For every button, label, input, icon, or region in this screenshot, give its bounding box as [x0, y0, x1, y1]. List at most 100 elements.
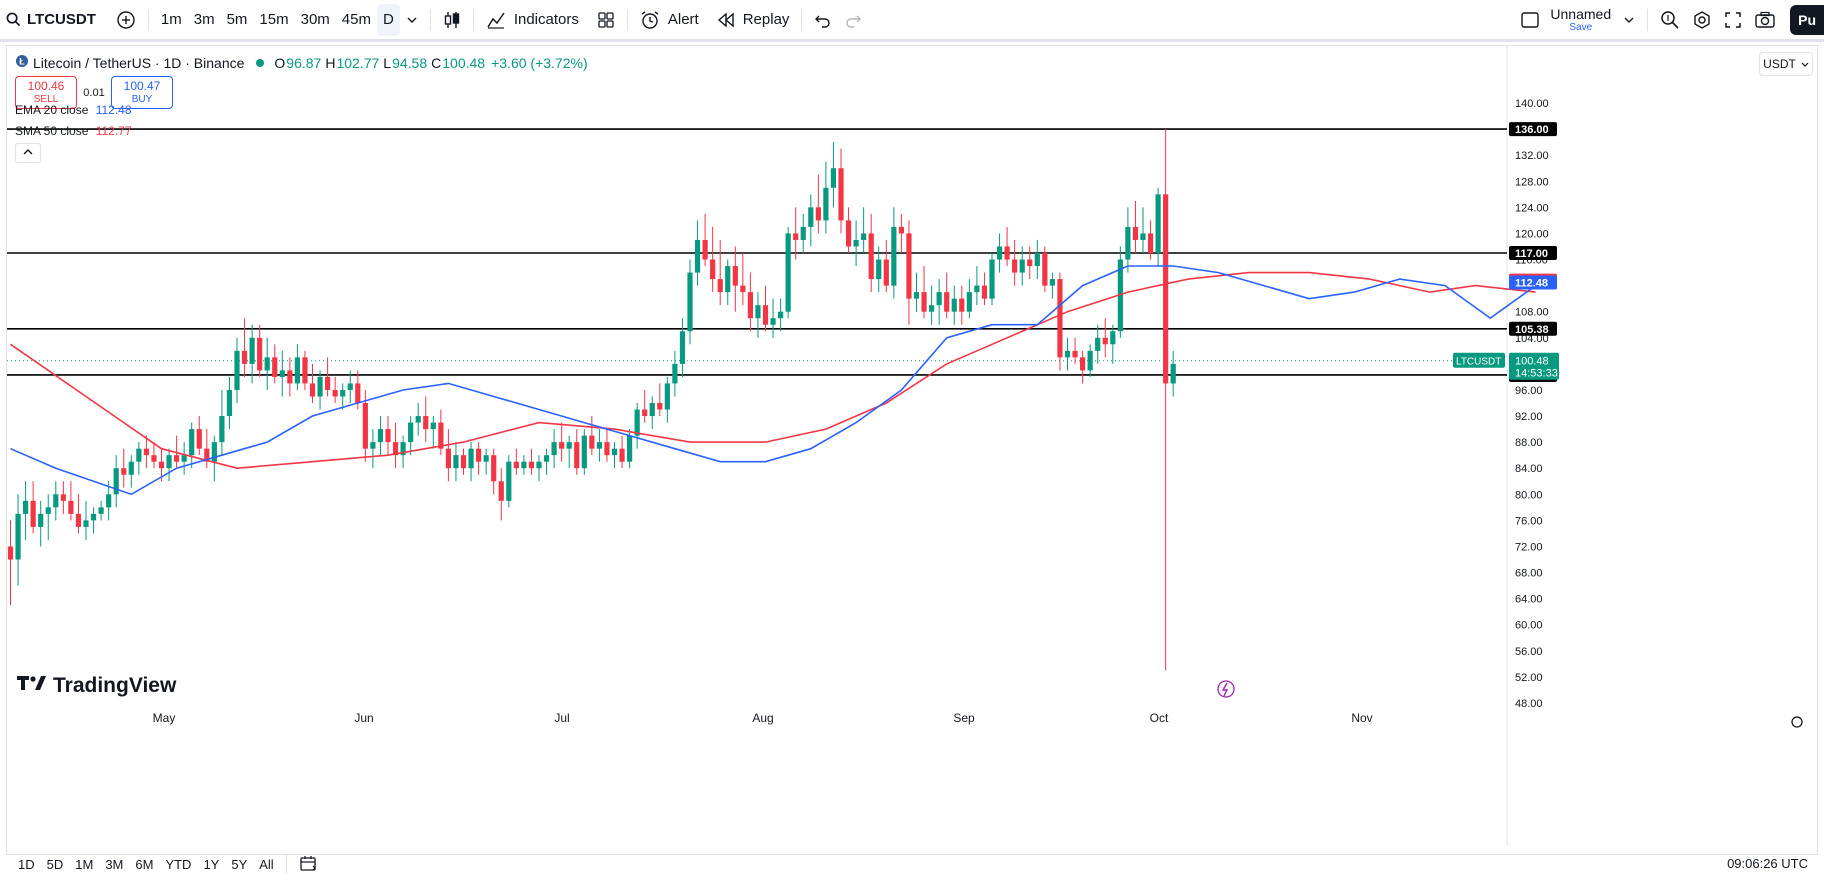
bottom-toolbar: 1D 5D 1M 3M 6M YTD 1Y 5Y All 09:06:26 UT…: [6, 848, 1818, 880]
publish-button[interactable]: Pu: [1790, 4, 1824, 35]
timeframe-d[interactable]: D: [376, 3, 400, 36]
timeframe-45m[interactable]: 45m: [341, 11, 371, 28]
candle-body: [1080, 357, 1086, 371]
candle-body: [340, 389, 346, 397]
symbol-name: LTCUSDT: [27, 11, 96, 28]
candle-body: [823, 187, 829, 221]
sell-button[interactable]: 100.46 SELL: [15, 76, 77, 109]
layout-menu-button[interactable]: [1617, 4, 1641, 36]
compare-symbol-button[interactable]: [110, 4, 142, 36]
range-3m[interactable]: 3M: [105, 856, 124, 872]
price-tick-label: 60.00: [1515, 620, 1543, 632]
range-6m[interactable]: 6M: [135, 856, 154, 872]
horizontal-line-price-label-box: [1509, 122, 1557, 137]
sma-indicator-name: SMA 50 close: [15, 124, 89, 138]
grid-icon: [597, 11, 615, 29]
candle-body: [1064, 350, 1071, 358]
quick-search-button[interactable]: [1654, 4, 1686, 36]
candle-body: [747, 292, 753, 319]
tradingview-watermark[interactable]: TradingView: [17, 674, 176, 698]
indicators-button[interactable]: Indicators: [480, 4, 585, 36]
range-1y[interactable]: 1Y: [203, 856, 220, 872]
goto-date-button[interactable]: [293, 854, 323, 875]
candle-body: [60, 494, 66, 501]
candle-body: [45, 507, 51, 514]
candle-body: [23, 500, 29, 514]
timeframe-30m[interactable]: 30m: [300, 11, 330, 28]
chart-pane[interactable]: 140.00 136.00 132.00 128.00 124.00 120.00 116.…: [6, 45, 1818, 855]
range-all[interactable]: All: [259, 856, 274, 872]
toolbar-divider: [801, 8, 803, 31]
candle-body: [174, 455, 180, 462]
layout-name-button[interactable]: Unnamed Save: [1514, 4, 1617, 36]
candle-body: [1125, 226, 1131, 260]
candle-body: [400, 442, 406, 456]
alert-button[interactable]: Alert: [634, 4, 705, 36]
candle-body: [151, 455, 157, 462]
symbol-search-button[interactable]: LTCUSDT: [0, 4, 102, 36]
timeframe-dropdown[interactable]: [400, 4, 424, 36]
candle-body: [559, 442, 565, 449]
chevron-down-icon: [406, 14, 418, 26]
candle-body: [543, 455, 550, 462]
zoom-search-icon: [1660, 10, 1680, 30]
candle-body: [1155, 194, 1161, 253]
search-icon: [6, 12, 21, 27]
collapse-legend-button[interactable]: [15, 143, 41, 163]
candle-body: [755, 305, 761, 319]
candle-body: [408, 422, 414, 443]
price-tick-label: 88.00: [1515, 437, 1543, 449]
layouts-button[interactable]: [591, 4, 621, 36]
range-ytd[interactable]: YTD: [165, 856, 192, 872]
currency-selector[interactable]: USDT: [1759, 52, 1813, 76]
timeframe-1m[interactable]: 1m: [160, 11, 182, 28]
rewind-icon: [717, 11, 735, 28]
candle-body: [513, 461, 519, 469]
horizontal-line-price-label: 136.00: [1515, 124, 1549, 136]
utc-clock[interactable]: 09:06:26 UTC: [1727, 856, 1808, 871]
candle-body: [853, 239, 859, 247]
candle-body: [672, 363, 678, 384]
candle-body: [106, 494, 112, 508]
candle-body: [808, 207, 814, 227]
fullscreen-icon: [1724, 11, 1742, 29]
last-price-box: [1509, 352, 1559, 380]
ohlc-close-label: C: [431, 54, 442, 71]
ema-indicator-legend[interactable]: EMA 20 close 112.48: [15, 103, 132, 117]
replay-button[interactable]: Replay: [711, 4, 796, 36]
event-marker-icon: [1217, 680, 1235, 698]
redo-icon: [844, 12, 862, 28]
timeframe-5m[interactable]: 5m: [226, 11, 248, 28]
buy-button[interactable]: 100.47 BUY: [111, 76, 173, 109]
undo-button[interactable]: [808, 4, 838, 36]
settings-button[interactable]: [1686, 4, 1718, 36]
sma-indicator-legend[interactable]: SMA 50 close 112.77: [15, 124, 132, 138]
range-1m[interactable]: 1M: [75, 856, 94, 872]
price-chart[interactable]: 140.00 136.00 132.00 128.00 124.00 120.00 116.…: [7, 46, 1817, 846]
redo-button[interactable]: [838, 4, 868, 36]
chart-symbol-title[interactable]: Litecoin / TetherUS · 1D · Binance: [33, 54, 245, 71]
timeframe-3m[interactable]: 3m: [193, 11, 215, 28]
time-axis-label: Aug: [752, 711, 773, 725]
candle-body: [476, 448, 482, 462]
candle-body: [710, 259, 716, 280]
candle-body: [740, 285, 746, 293]
range-1d[interactable]: 1D: [18, 856, 35, 872]
timeframe-15m[interactable]: 15m: [259, 11, 289, 28]
candle-body: [566, 442, 572, 449]
snapshot-button[interactable]: [1748, 4, 1782, 36]
time-axis-label: Jul: [554, 711, 569, 725]
camera-icon: [1754, 11, 1776, 29]
price-tick-label: 48.00: [1515, 698, 1543, 710]
candle-body: [423, 416, 429, 430]
chart-type-button[interactable]: [437, 4, 467, 36]
candle-body: [778, 311, 784, 319]
candle-body: [53, 494, 59, 508]
candle-body: [1012, 259, 1018, 273]
fullscreen-button[interactable]: [1718, 4, 1748, 36]
range-5y[interactable]: 5Y: [231, 856, 248, 872]
range-5d[interactable]: 5D: [46, 856, 64, 872]
candle-body: [241, 350, 248, 364]
candle-body: [483, 455, 489, 462]
candle-body: [83, 520, 89, 527]
